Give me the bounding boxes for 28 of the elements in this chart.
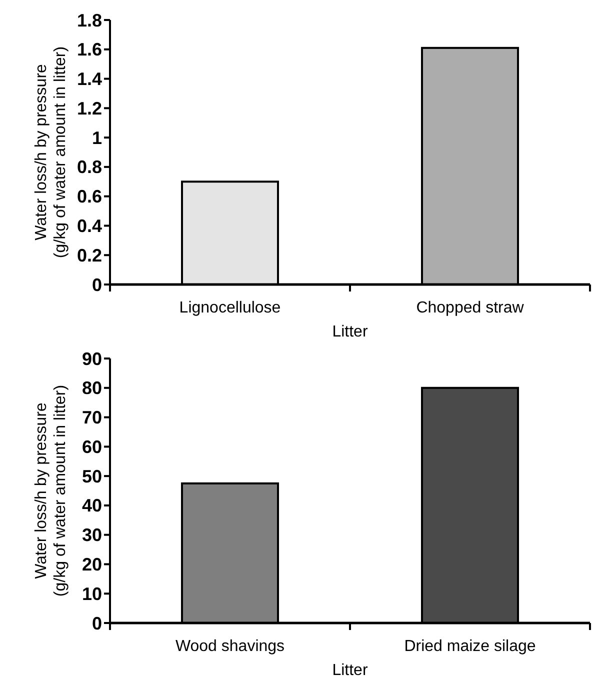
y-tick-label: 90	[82, 348, 102, 369]
y-tick-label: 1.2	[76, 98, 102, 118]
x-axis-title: Litter	[332, 324, 368, 340]
y-tick-label: 10	[82, 584, 102, 604]
y-tick-label: 0.6	[76, 186, 102, 207]
y-tick-label: 50	[82, 466, 102, 486]
x-tick-label: Chopped straw	[416, 300, 524, 316]
y-tick-label: 1.6	[76, 40, 102, 60]
y-tick-label: 1.4	[76, 69, 102, 90]
x-tick-label: Dried maize silage	[404, 638, 536, 655]
y-tick-label: 40	[82, 496, 102, 516]
y-tick-label: 70	[82, 408, 102, 428]
y-tick-label: 0.4	[76, 216, 102, 236]
y-tick-label: 20	[82, 554, 102, 575]
x-tick-label: Lignocellulose	[179, 300, 281, 316]
y-tick-label: 0	[92, 274, 102, 295]
x-axis-title: Litter	[332, 662, 368, 679]
y-tick-label: 0	[92, 613, 102, 634]
y-tick-label: 0.8	[76, 157, 102, 178]
y-tick-label: 1	[92, 128, 102, 148]
y-tick-label: 80	[82, 378, 102, 398]
y-axis-title: Water loss/h by pressure (g/kg of water amount in litter)	[33, 46, 69, 258]
y-axis-title: Water loss/h by pressure (g/kg of water amount in litter)	[33, 384, 69, 597]
y-tick-label: 1.8	[76, 10, 102, 30]
y-tick-label: 60	[82, 436, 102, 457]
y-tick-label: 0.2	[76, 245, 102, 266]
x-tick-label: Wood shavings	[175, 638, 285, 655]
y-tick-label: 30	[82, 525, 102, 546]
